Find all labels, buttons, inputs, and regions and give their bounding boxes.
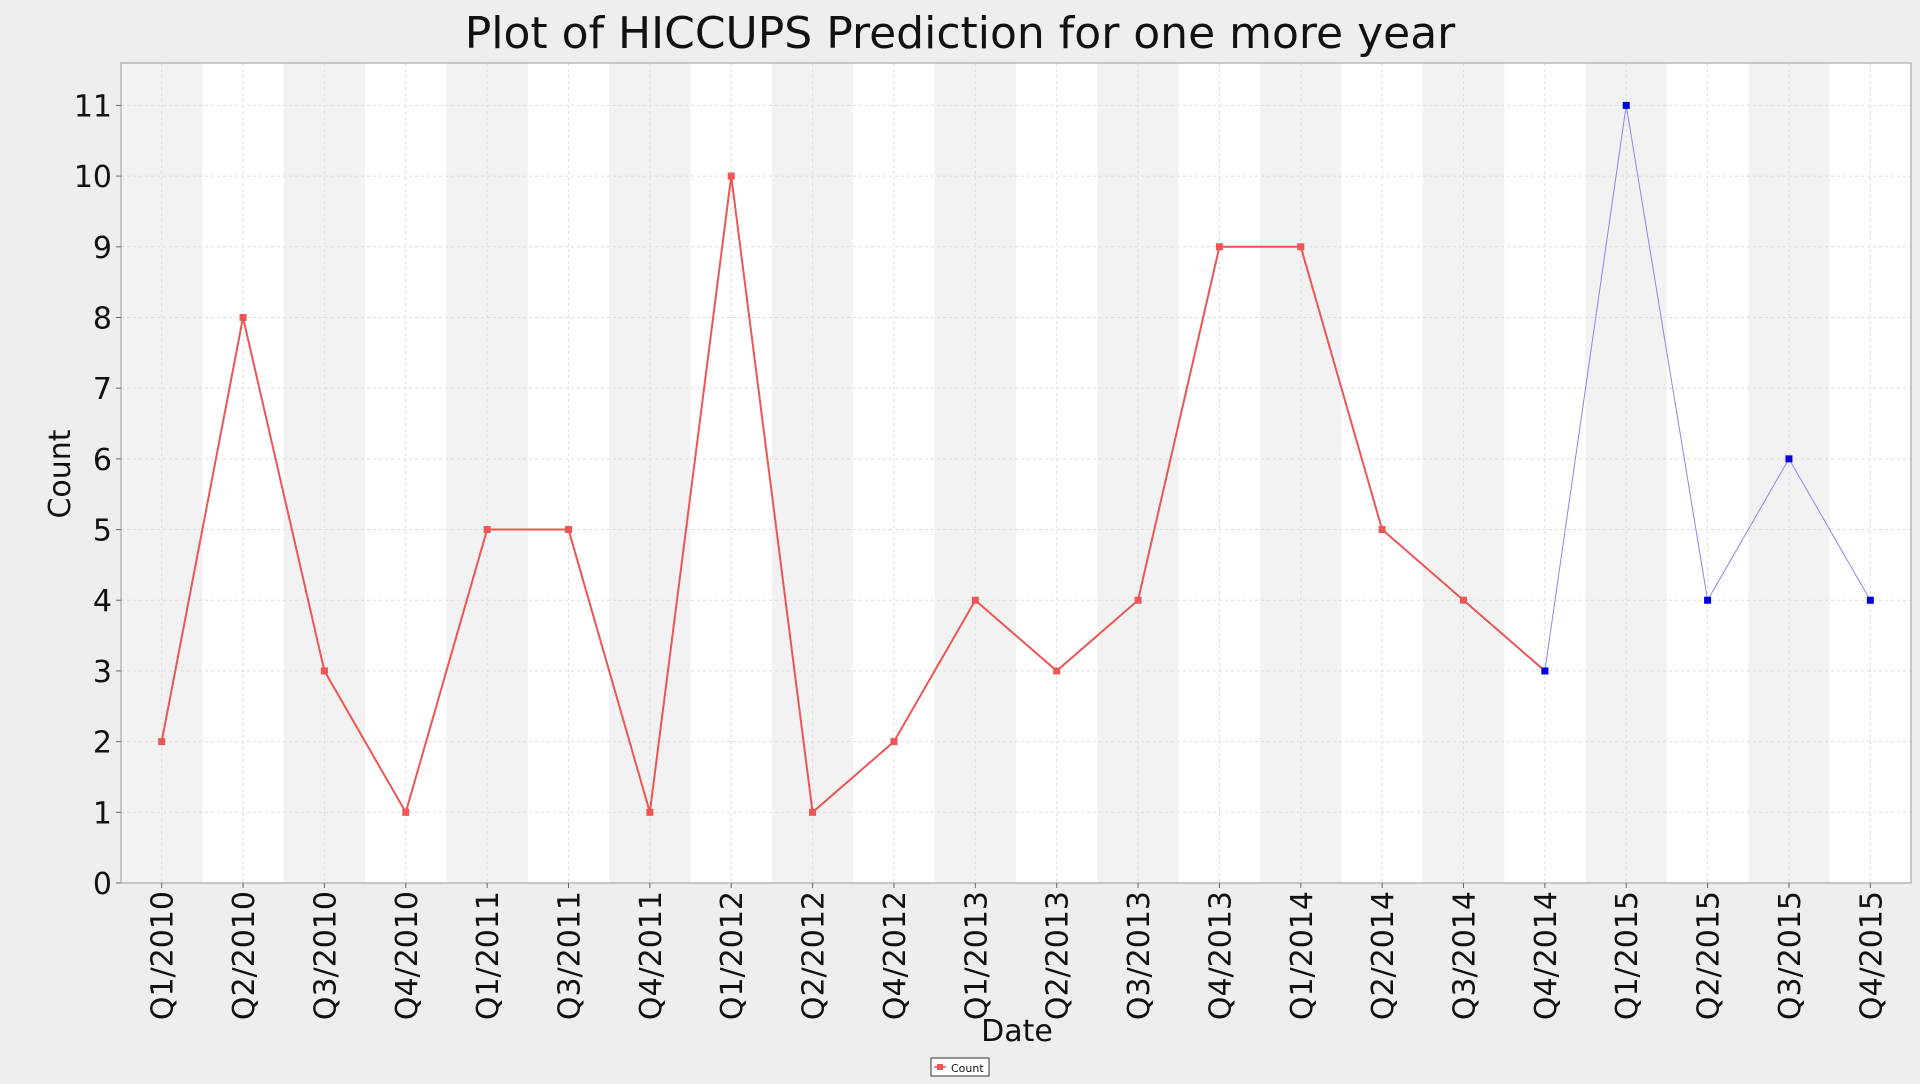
legend-box xyxy=(930,1057,990,1077)
x-tick-label: Q2/2010 xyxy=(227,891,262,1020)
data-point-series1 xyxy=(483,526,491,534)
legend-marker xyxy=(937,1064,943,1070)
data-point-series1 xyxy=(320,667,328,675)
x-tick-label: Q2/2012 xyxy=(797,891,832,1020)
data-point-series2 xyxy=(1704,596,1712,604)
data-point-series1 xyxy=(971,596,979,604)
y-tick-label: 1 xyxy=(93,796,112,831)
data-point-series1 xyxy=(1134,596,1142,604)
y-axis-ticks: 0 1 2 3 4 5 6 7 8 9 10 11 xyxy=(74,89,121,902)
grid-lines xyxy=(121,63,1911,884)
x-tick-label: Q4/2010 xyxy=(390,891,425,1020)
x-tick-label: Q4/2014 xyxy=(1529,891,1564,1020)
data-point-series1 xyxy=(809,808,817,816)
y-tick-label: 2 xyxy=(93,726,112,761)
legend: Count xyxy=(930,1057,990,1077)
data-point-series1 xyxy=(1297,243,1305,251)
x-tick-label: Q1/2010 xyxy=(146,891,181,1020)
x-tick-label: Q2/2015 xyxy=(1692,891,1727,1020)
y-tick-label: 0 xyxy=(93,867,112,902)
x-axis-label: Date xyxy=(981,1014,1053,1049)
plot-bands xyxy=(121,63,1912,883)
x-tick-label: Q4/2013 xyxy=(1203,891,1238,1020)
data-point-series1 xyxy=(727,172,735,180)
series-line-1 xyxy=(160,175,1546,815)
x-tick-label: Q3/2015 xyxy=(1773,891,1808,1020)
y-tick-label: 10 xyxy=(74,160,112,195)
y-tick-label: 7 xyxy=(93,372,112,407)
data-point-series1 xyxy=(565,526,572,534)
y-tick-label: 6 xyxy=(93,443,112,478)
chart-title: Plot of HICCUPS Prediction for one more … xyxy=(465,8,1456,59)
x-tick-label: Q4/2015 xyxy=(1854,891,1889,1020)
data-point-series2 xyxy=(1622,101,1630,109)
data-point-series2 xyxy=(1541,667,1549,675)
x-tick-label: Q2/2014 xyxy=(1366,891,1401,1020)
x-tick-label: Q3/2014 xyxy=(1448,891,1483,1020)
x-tick-label: Q1/2015 xyxy=(1610,891,1645,1020)
x-tick-label: Q2/2013 xyxy=(1041,891,1076,1020)
y-axis-label: Count xyxy=(43,429,78,518)
data-point-series2 xyxy=(1866,596,1874,604)
x-tick-label: Q4/2012 xyxy=(878,891,913,1020)
y-tick-label: 11 xyxy=(74,89,112,124)
x-tick-label: Q1/2011 xyxy=(471,891,506,1020)
y-tick-label: 3 xyxy=(93,655,112,690)
data-point-series1 xyxy=(239,313,247,321)
data-point-series1 xyxy=(1053,667,1061,675)
plot-area-frame xyxy=(120,62,1912,884)
data-point-series1 xyxy=(1378,526,1386,534)
data-point-series1 xyxy=(1460,596,1467,604)
x-tick-label: Q3/2011 xyxy=(553,891,588,1020)
x-tick-label: Q1/2013 xyxy=(959,891,994,1020)
y-tick-label: 9 xyxy=(93,231,112,266)
y-tick-label: 5 xyxy=(93,514,112,549)
legend-label-count: Count xyxy=(951,1062,984,1075)
data-point-series1 xyxy=(1215,243,1223,251)
y-tick-label: 8 xyxy=(93,301,112,336)
y-tick-label: 4 xyxy=(93,584,112,619)
x-tick-label: Q3/2010 xyxy=(308,891,343,1020)
data-point-series1 xyxy=(646,808,654,816)
x-tick-label: Q3/2013 xyxy=(1122,891,1157,1020)
data-point-series1 xyxy=(402,808,410,816)
x-tick-label: Q4/2011 xyxy=(634,891,669,1020)
series-points xyxy=(158,101,1874,816)
x-axis-ticks: Q1/2010 Q2/2010 Q3/2010 Q4/2010 Q1/2011 Q3/20… xyxy=(146,883,1889,1020)
x-tick-label: Q1/2014 xyxy=(1285,891,1320,1020)
data-point-series1 xyxy=(890,738,898,746)
data-point-series1 xyxy=(158,738,166,746)
data-point-series2 xyxy=(1785,455,1793,463)
x-tick-label: Q1/2012 xyxy=(715,891,750,1020)
